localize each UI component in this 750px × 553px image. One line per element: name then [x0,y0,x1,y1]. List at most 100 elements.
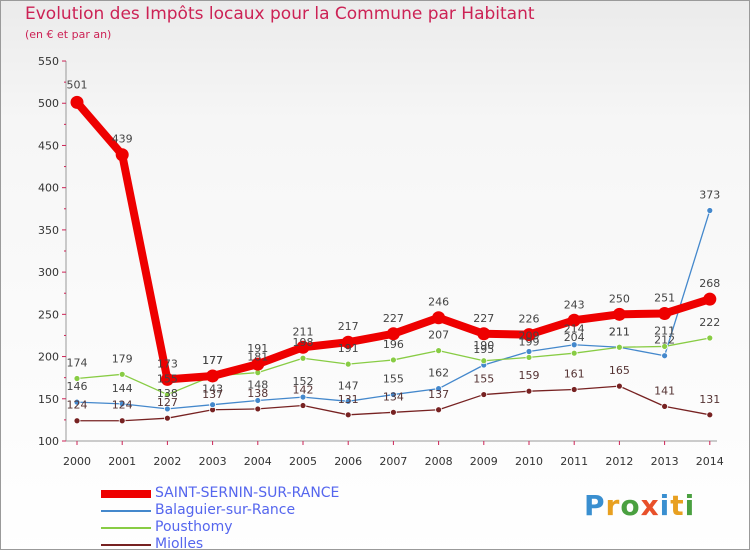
x-tick-label: 2007 [379,455,407,468]
data-label-1-0: 146 [67,380,88,393]
data-label-2-5: 198 [293,336,314,349]
data-label-3-6: 131 [338,393,359,406]
data-label-0-14: 268 [699,277,720,290]
data-point-1-4 [254,397,262,404]
x-tick-label: 2004 [244,455,272,468]
data-label-3-8: 137 [428,388,449,401]
legend-label-balaguier: Balaguier-sur-Rance [155,502,296,518]
x-tick-label: 2008 [425,455,453,468]
data-point-2-12 [616,343,623,351]
data-label-2-13: 211 [654,324,675,337]
y-tick-label: 350 [38,224,59,237]
chart-title: Evolution des Impôts locaux pour la Comm… [25,4,535,24]
legend-label-saint-sernin: SAINT-SERNIN-SUR-RANCE [155,485,340,501]
y-tick-label: 500 [38,97,59,110]
proxiti-logo: Proxiti [584,489,695,522]
data-point-3-9 [480,391,488,398]
data-label-1-7: 155 [383,373,404,386]
data-point-1-10 [525,348,533,355]
data-point-0-4 [251,357,265,371]
data-label-3-7: 134 [383,390,404,403]
data-label-2-12: 211 [609,325,630,338]
data-label-3-12: 165 [609,364,630,377]
axes: 100 150 200 250 300 350 400 450 500 550 2000 2001 20… [38,55,724,468]
y-tick-label: 400 [38,182,59,195]
data-label-1-11: 214 [564,323,585,336]
legend-label-pousthomy: Pousthomy [155,519,233,535]
data-label-0-5: 211 [293,325,314,338]
x-tick-label: 2013 [651,455,679,468]
legend-label-miolles: Miolles [155,536,204,552]
data-label-3-5: 142 [293,384,314,397]
x-tick-label: 2011 [560,455,588,468]
data-label-3-4: 138 [247,387,268,400]
data-label-2-8: 207 [428,329,449,342]
x-tick-label: 2001 [108,455,136,468]
data-point-2-5 [299,354,307,362]
data-labels: 501 439 173 177 191 211 217 227 246 227 226 243 250 2… [67,78,721,411]
data-label-1-1: 144 [112,382,133,395]
data-point-3-8 [435,406,443,414]
data-point-3-0 [73,417,81,425]
logo-letter: t [670,489,685,522]
data-label-1-4: 148 [247,378,268,391]
data-label-2-10: 199 [519,335,540,348]
data-point-1-13 [661,352,668,360]
data-label-1-8: 162 [428,367,449,380]
data-label-3-14: 131 [699,393,720,406]
data-point-3-14 [706,411,714,419]
data-point-2-8 [435,347,443,355]
data-point-0-14 [703,292,717,306]
data-point-0-9 [477,327,491,341]
logo-letter: i [659,489,671,522]
data-point-0-6 [341,335,355,349]
data-label-0-13: 251 [654,291,675,304]
y-tick-label: 450 [38,139,59,152]
data-point-0-12 [612,307,626,321]
data-point-1-6 [344,397,352,405]
data-label-3-3: 137 [202,388,223,401]
data-point-0-3 [206,369,220,383]
data-point-0-11 [567,313,581,327]
y-tick-label: 300 [38,266,59,279]
data-point-3-4 [254,405,262,413]
data-label-1-2: 138 [157,387,178,400]
data-point-3-10 [525,387,533,395]
logo-letter: P [584,489,606,522]
data-point-3-7 [389,408,397,416]
data-label-2-11: 204 [564,331,585,344]
logo-letter: x [640,489,660,522]
y-tick-label: 100 [38,435,59,448]
data-label-0-10: 226 [519,313,540,326]
data-point-2-14 [706,334,714,342]
data-point-2-1 [118,370,126,378]
x-tick-label: 2000 [63,455,91,468]
data-point-2-2 [163,391,171,398]
data-point-3-12 [616,382,623,390]
data-point-3-5 [299,402,307,409]
legend-swatch-miolles [101,544,151,546]
chart-subtitle: (en € et par an) [25,28,112,41]
data-label-2-1: 179 [112,352,133,365]
data-point-0-13 [658,306,672,320]
data-label-0-6: 217 [338,320,359,333]
data-point-2-0 [73,375,81,382]
legend-swatch-saint-sernin [101,490,151,498]
data-point-2-13 [661,343,668,350]
x-tick-label: 2014 [696,455,724,468]
data-label-1-6: 147 [338,379,359,392]
data-label-3-1: 124 [112,399,133,412]
data-label-0-8: 246 [428,296,449,309]
data-point-2-6 [344,360,352,368]
data-point-3-1 [118,417,126,425]
x-tick-label: 2002 [153,455,181,468]
data-label-1-12: 211 [609,325,630,338]
data-label-1-14: 373 [699,188,720,201]
x-tick-label: 2012 [605,455,633,468]
x-tick-label: 2005 [289,455,317,468]
data-point-2-10 [525,354,533,361]
logo-letter: r [605,489,621,522]
y-tick-label: 200 [38,351,59,364]
